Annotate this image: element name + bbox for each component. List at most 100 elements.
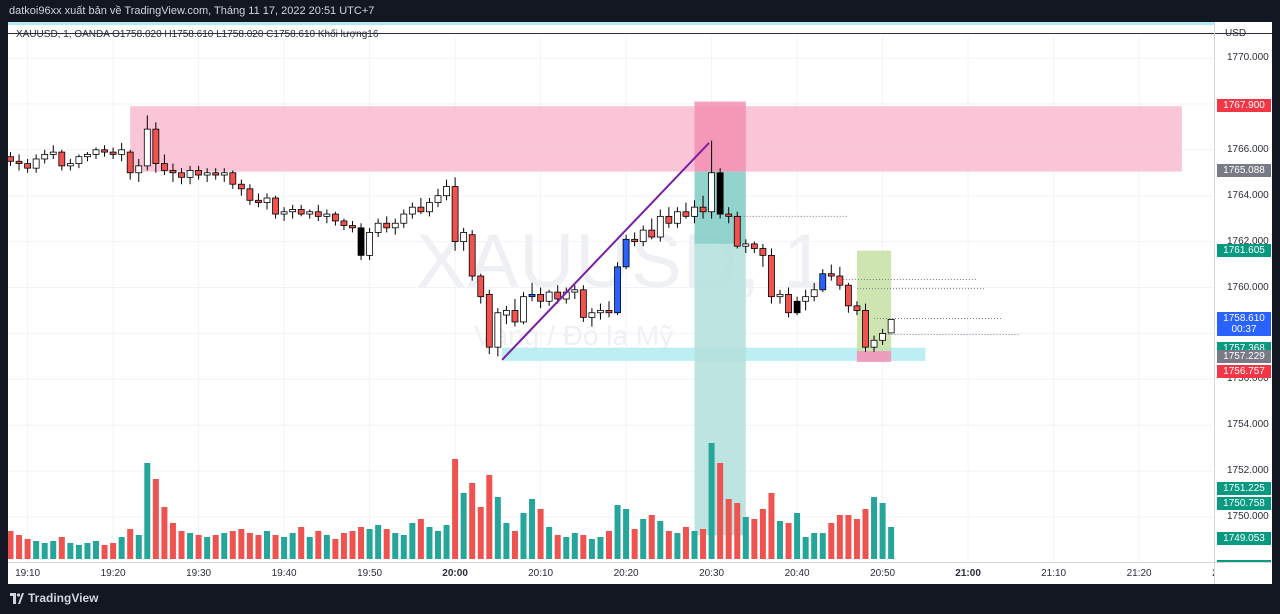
candle [768, 254, 775, 298]
candle [374, 222, 382, 233]
chart-canvas[interactable] [8, 22, 1214, 562]
candle [32, 158, 40, 169]
volume-bar [665, 531, 672, 559]
volume-bar [204, 537, 211, 559]
volume-bar [563, 537, 570, 559]
candle [836, 275, 844, 286]
candle [862, 310, 869, 348]
volume-bar [67, 543, 74, 559]
price-axis-label: 1765.088 [1217, 163, 1271, 177]
candle [195, 170, 203, 176]
candle [383, 222, 391, 229]
candle [819, 273, 827, 291]
candle [845, 284, 852, 307]
volume-bar [75, 545, 82, 559]
candle [306, 211, 314, 215]
chart-top-line [8, 33, 1214, 34]
candle [639, 229, 647, 242]
candle [135, 165, 143, 174]
volume-bar [879, 503, 886, 559]
price-axis-label: 1749.053 [1217, 531, 1271, 545]
volume-bar [443, 525, 450, 559]
candle [255, 199, 262, 203]
candle [434, 195, 442, 203]
volume-bar [358, 527, 365, 559]
candle [280, 211, 288, 215]
volume-bar [272, 535, 279, 559]
price-tick-label: 1754.000 [1227, 419, 1269, 431]
candle [75, 156, 83, 164]
volume-bar [777, 521, 783, 559]
price-tick-label: 1752.000 [1227, 465, 1269, 477]
candle [212, 172, 220, 176]
candle [41, 153, 49, 160]
countdown-label: 00:37 [1231, 324, 1257, 336]
candle [708, 172, 715, 213]
volume-bar [606, 531, 612, 559]
candle [528, 293, 536, 298]
volume-bar [50, 541, 57, 559]
price-tick-label: 1762.000 [1227, 235, 1269, 247]
candle [468, 234, 476, 277]
price-axis[interactable]: USD 1770.0001768.0001766.0001764.0001762… [1214, 22, 1273, 584]
right-edge-strip [1272, 22, 1280, 584]
volume-bar [84, 543, 91, 559]
candle [622, 238, 630, 268]
volume-bar [614, 505, 621, 559]
candle [494, 312, 502, 348]
candle [793, 300, 801, 314]
candle [451, 186, 459, 243]
time-axis[interactable]: 19:10 19:20 19:30 19:40 19:50 20:00 20:10 20:20… [8, 562, 1214, 585]
volume-bar [597, 537, 604, 559]
candle [716, 172, 724, 215]
candle [203, 172, 211, 176]
footer-brand: TradingView [28, 591, 99, 605]
price-axis-label: 1751.225 [1217, 481, 1271, 495]
price-tick-label: 1764.000 [1227, 189, 1269, 201]
short-stop-zone [694, 101, 746, 172]
volume-bar [187, 533, 194, 559]
price-axis-label: 1758.610 00:37 [1217, 312, 1271, 337]
volume-bar [554, 535, 561, 559]
volume-bar [58, 537, 65, 559]
supply-zone [130, 106, 1182, 172]
candle [520, 296, 527, 323]
symbol-legend: XAUUSD, 1, OANDA O1758.020 H1758.610 L17… [16, 29, 379, 40]
candle [699, 206, 707, 213]
volume-bar [845, 515, 852, 559]
candle [92, 149, 100, 155]
volume-bar [819, 533, 826, 559]
candle [870, 339, 878, 348]
candle [511, 310, 519, 323]
chart-pane[interactable]: XAUUSD, 1 Vàng / Đô la Mỹ XAUUSD, 1, OAN… [8, 22, 1214, 584]
candle [263, 197, 271, 203]
candle [297, 209, 305, 215]
volume-bar [888, 527, 895, 559]
time-tick-label: 21:20 [1126, 568, 1152, 579]
volume-bar [768, 493, 775, 559]
price-axis-label: 1761.605 [1217, 243, 1271, 257]
volume-bar [794, 513, 801, 559]
candle [126, 151, 134, 174]
volume-bar [152, 479, 159, 559]
candle [802, 296, 810, 302]
volume-bar [580, 535, 587, 559]
candle [109, 151, 117, 155]
volume-bar [802, 537, 809, 559]
candle [66, 163, 74, 167]
volume-bar [717, 463, 724, 559]
volume-bar [16, 535, 23, 559]
tradingview-logo-icon [10, 593, 24, 604]
candle [314, 211, 322, 217]
candle [24, 163, 32, 169]
volume-bar [725, 499, 732, 559]
candle [178, 172, 185, 178]
volume-bar [118, 537, 125, 559]
candle [682, 211, 690, 217]
volume-bar [127, 529, 134, 559]
volume-bar [588, 539, 595, 559]
candle [827, 273, 835, 277]
volume-bar [494, 497, 501, 559]
candle [58, 151, 66, 167]
